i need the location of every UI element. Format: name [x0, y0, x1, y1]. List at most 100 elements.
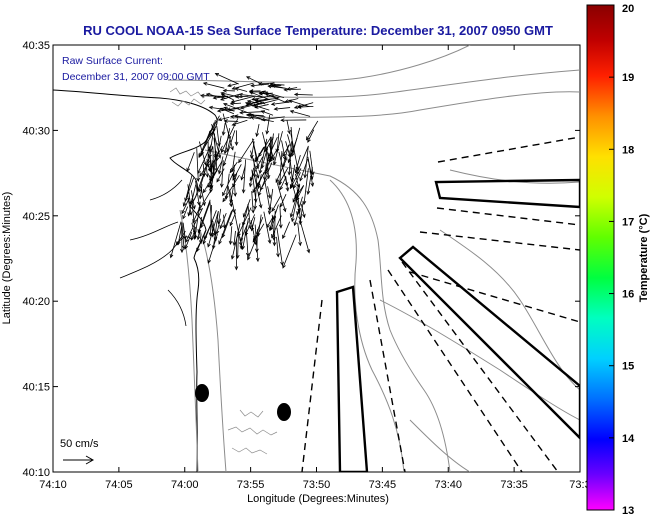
current-vector: [306, 120, 319, 140]
current-vector-head: [215, 230, 220, 235]
site-marker: [195, 384, 209, 402]
current-vector-head: [223, 106, 228, 111]
current-vector-head: [214, 167, 219, 173]
current-vector-head: [184, 245, 189, 250]
current-vector-head: [253, 205, 258, 211]
current-vector: [255, 98, 279, 101]
current-vector: [276, 133, 280, 153]
current-vector: [251, 217, 256, 231]
plot-area: [52, 44, 581, 473]
current-vector: [216, 126, 220, 147]
current-vector: [250, 150, 259, 179]
current-vector-head: [196, 177, 201, 182]
current-vector-head: [269, 154, 273, 160]
current-vector: [202, 210, 217, 244]
current-vector: [247, 203, 251, 229]
current-vector-head: [289, 184, 294, 190]
current-vector: [281, 140, 286, 160]
radar-masks: [335, 178, 580, 472]
current-vector-head: [292, 198, 297, 203]
current-vector-head: [223, 119, 228, 123]
current-vector: [243, 159, 247, 193]
current-vector-head: [296, 211, 300, 216]
mask-southeast: [398, 245, 580, 440]
current-vector: [227, 83, 239, 87]
site-marker: [277, 403, 291, 421]
current-vector: [201, 95, 227, 98]
current-vector-head: [222, 192, 226, 197]
current-vector: [195, 180, 200, 206]
current-vector-head: [188, 200, 192, 205]
current-vector: [299, 219, 310, 253]
current-vector: [254, 146, 265, 162]
current-vector: [294, 208, 300, 226]
current-vector: [279, 205, 282, 228]
current-vector: [256, 123, 260, 137]
current-vector-head: [251, 97, 256, 101]
current-vector-head: [259, 186, 264, 191]
current-vector: [256, 229, 258, 252]
current-vector: [287, 134, 293, 153]
current-vector-head: [248, 225, 253, 230]
current-vector: [181, 197, 190, 214]
current-vector-head: [198, 239, 203, 245]
current-vector-head: [270, 102, 276, 106]
current-vector: [274, 107, 291, 110]
y-tick-label: 40:30: [22, 125, 50, 137]
current-vector: [223, 130, 236, 166]
current-vector-head: [217, 117, 223, 122]
current-vector: [191, 222, 196, 239]
colorbar-tick-label: 14: [622, 433, 635, 445]
current-vector: [187, 194, 192, 215]
current-vector-head: [220, 97, 225, 101]
current-vector-head: [247, 112, 252, 117]
current-vector-head: [215, 157, 219, 162]
current-vector: [285, 175, 289, 191]
current-vector-head: [248, 182, 253, 188]
x-tick-label: 73:45: [369, 479, 397, 491]
current-vector: [270, 149, 278, 162]
current-vector-head: [226, 147, 230, 152]
current-vector: [260, 177, 268, 191]
current-vector: [186, 152, 195, 172]
current-vector: [241, 165, 246, 180]
current-vector-head: [202, 172, 206, 178]
current-vector: [177, 226, 183, 245]
current-vector-head: [299, 177, 303, 182]
current-vector-head: [262, 176, 267, 181]
current-vector-head: [235, 254, 240, 260]
current-vector-head: [249, 154, 254, 160]
current-vector: [230, 187, 234, 204]
current-vector: [267, 186, 271, 199]
current-vector: [284, 88, 301, 91]
current-vector: [246, 76, 264, 86]
current-vector: [220, 93, 240, 101]
y-tick-label: 40:20: [22, 296, 50, 308]
current-vector-head: [242, 213, 247, 218]
current-vector-head: [310, 182, 315, 188]
current-vector: [198, 189, 212, 211]
current-vector-head: [208, 232, 213, 237]
current-vector: [223, 214, 225, 228]
current-vector: [219, 212, 227, 229]
current-vector: [303, 168, 309, 205]
current-vector-head: [239, 110, 244, 115]
current-vector: [187, 184, 191, 204]
current-vector-head: [230, 99, 235, 104]
bay-outline: [119, 179, 193, 327]
current-vector: [230, 102, 242, 105]
current-vector-head: [266, 174, 271, 180]
current-vector-head: [238, 158, 242, 164]
current-vector-head: [247, 101, 252, 106]
y-axis-label: Latitude (Degrees:Minutes): [1, 192, 13, 325]
current-vector: [294, 94, 313, 96]
current-vector-head: [261, 90, 266, 95]
current-vector-head: [287, 153, 292, 158]
colorbar-tick-label: 17: [622, 216, 634, 228]
x-tick-label: 73:3: [569, 479, 590, 491]
current-vector-head: [217, 220, 221, 225]
current-vector: [229, 161, 238, 173]
current-vector: [221, 160, 224, 188]
current-vector-head: [293, 221, 298, 227]
